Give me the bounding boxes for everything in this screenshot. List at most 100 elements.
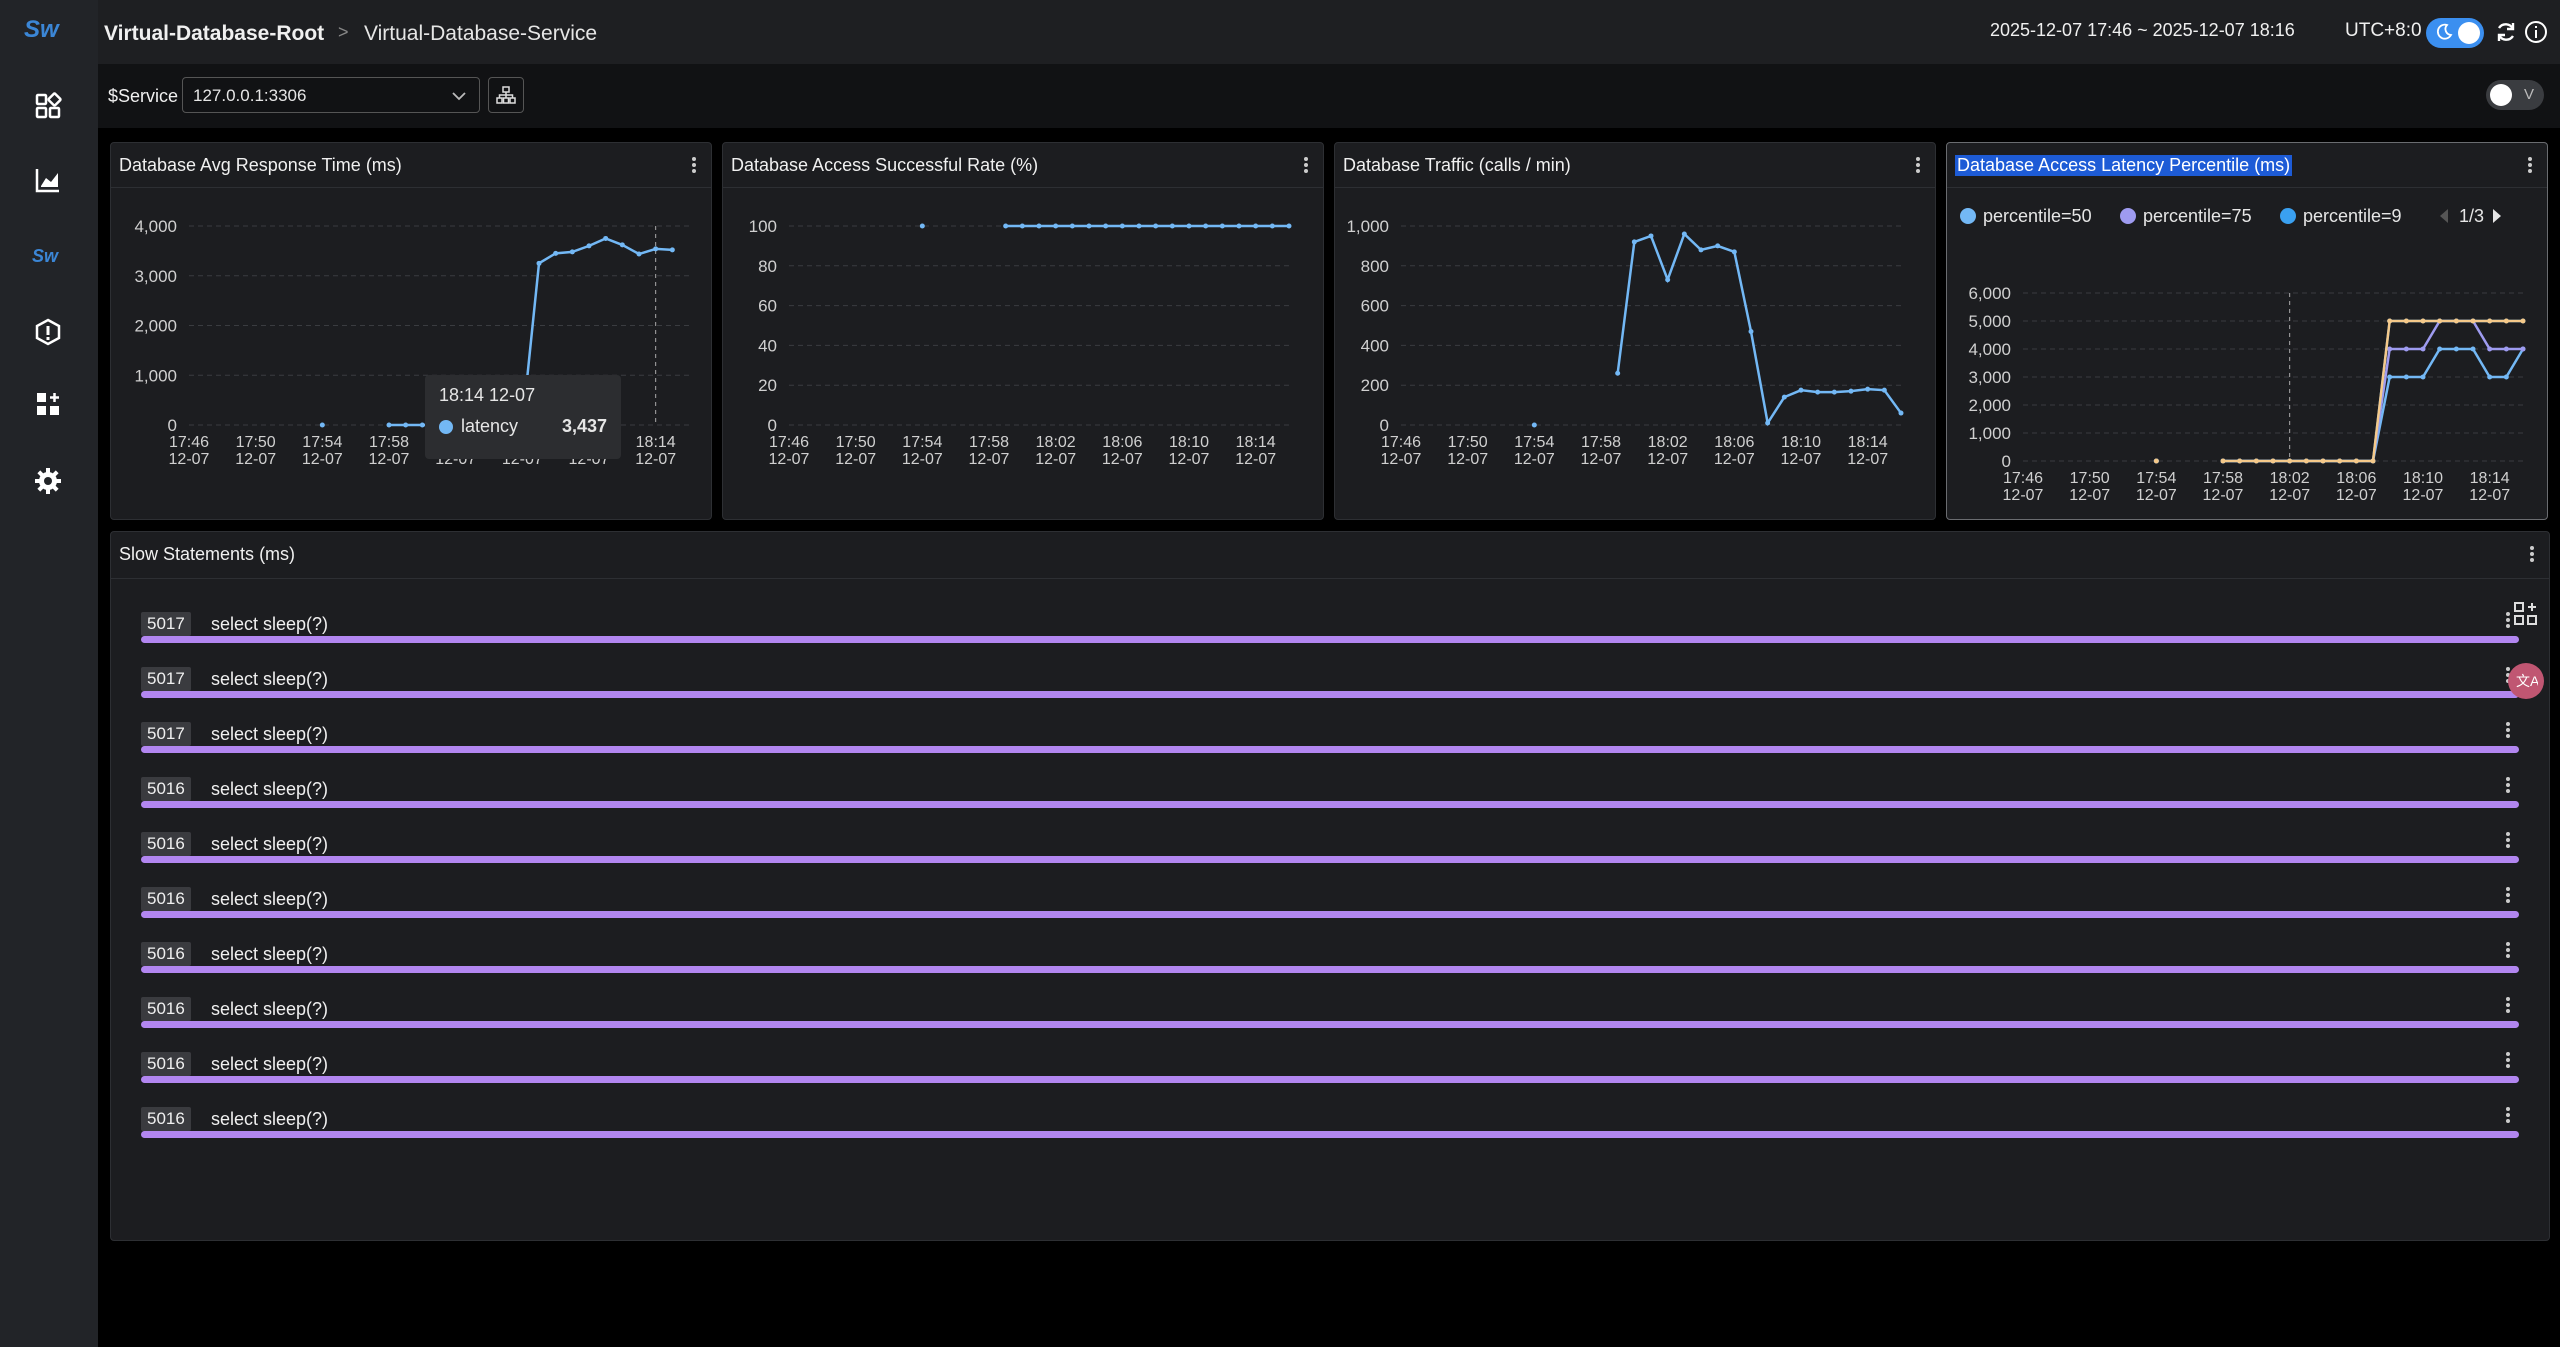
data-point — [1036, 223, 1042, 229]
more-icon[interactable] — [2505, 885, 2511, 907]
x-tick-label: 12-07 — [2203, 487, 2244, 504]
y-tick-label: 400 — [1361, 336, 1389, 355]
data-point — [2520, 318, 2526, 324]
dashboard-icon[interactable] — [30, 88, 66, 124]
panel-title: Database Traffic (calls / min) — [1343, 155, 1571, 175]
next-page-icon[interactable] — [2493, 209, 2501, 223]
more-icon[interactable] — [2525, 155, 2535, 179]
slow-statement-row[interactable]: 5016 select sleep(?) — [141, 767, 2519, 822]
data-point — [2470, 318, 2476, 324]
widget-panel-icon[interactable] — [2508, 596, 2544, 632]
slow-statement-text: select sleep(?) — [211, 999, 329, 1019]
x-tick-label: 12-07 — [969, 451, 1010, 468]
x-tick-label: 12-07 — [1169, 451, 1210, 468]
legend-label[interactable]: percentile=50 — [1983, 206, 2092, 226]
timezone-label[interactable]: UTC+8:0 — [2345, 20, 2422, 41]
slow-statement-bar — [141, 636, 2519, 643]
chart-legend[interactable]: percentile=50 percentile=75 percentile=9 1/… — [1955, 201, 2545, 231]
legend-label[interactable]: percentile=9 — [2303, 206, 2402, 226]
y-tick-label: 0 — [1380, 416, 1389, 435]
theme-toggle[interactable] — [2426, 18, 2484, 48]
more-icon[interactable] — [689, 155, 699, 179]
y-tick-label: 60 — [758, 297, 777, 316]
data-point — [403, 422, 409, 428]
more-icon[interactable] — [2505, 1105, 2511, 1127]
more-icon[interactable] — [2505, 830, 2511, 852]
data-point — [1053, 223, 1059, 229]
slow-statement-row[interactable]: 5017 select sleep(?) — [141, 657, 2519, 712]
skywalking-logo[interactable]: Sw — [24, 16, 59, 43]
y-tick-label: 80 — [758, 257, 777, 276]
slow-statement-value: 5017 — [141, 612, 191, 636]
service-label: $Service — [108, 86, 179, 106]
info-icon[interactable] — [2522, 18, 2550, 46]
time-range-picker[interactable]: 2025-12-07 17:46 ~ 2025-12-07 18:16 — [1990, 20, 2295, 40]
more-icon[interactable] — [2505, 995, 2511, 1017]
service-select[interactable]: 127.0.0.1:3306 — [182, 77, 480, 113]
more-icon[interactable] — [1913, 155, 1923, 179]
skywalking-icon[interactable]: Sw — [30, 238, 66, 274]
slow-statement-row[interactable]: 5016 select sleep(?) — [141, 1042, 2519, 1097]
more-icon[interactable] — [2505, 610, 2511, 632]
x-tick-label: 12-07 — [1447, 451, 1488, 468]
x-tick-label: 12-07 — [2336, 487, 2377, 504]
chart-icon[interactable] — [30, 162, 66, 198]
slow-statement-row[interactable]: 5016 select sleep(?) — [141, 877, 2519, 932]
data-point — [1765, 420, 1771, 426]
data-point — [2503, 346, 2509, 352]
y-tick-label: 2,000 — [134, 317, 177, 336]
data-point — [2370, 458, 2376, 464]
data-point — [2487, 318, 2493, 324]
data-point — [1236, 223, 1242, 229]
topology-button[interactable] — [488, 77, 524, 113]
slow-statement-row[interactable]: 5016 select sleep(?) — [141, 1097, 2519, 1152]
more-icon[interactable] — [2505, 1050, 2511, 1072]
x-tick-label: 12-07 — [902, 451, 943, 468]
slow-statement-row[interactable]: 5016 select sleep(?) — [141, 987, 2519, 1042]
slow-statement-row[interactable]: 5016 select sleep(?) — [141, 932, 2519, 987]
slow-statement-row[interactable]: 5017 select sleep(?) — [141, 712, 2519, 767]
chart-success-rate: 02040608010017:4612-0717:5012-0717:5412-… — [749, 217, 1293, 468]
data-point — [653, 246, 659, 252]
x-tick-label: 12-07 — [302, 451, 343, 468]
x-tick-label: 17:46 — [169, 434, 209, 451]
more-icon[interactable] — [2505, 720, 2511, 742]
more-icon[interactable] — [1301, 155, 1311, 179]
x-tick-label: 17:58 — [1581, 434, 1621, 451]
slow-statement-text: select sleep(?) — [211, 1109, 329, 1129]
slow-statement-bar — [141, 691, 2519, 698]
data-point — [2153, 458, 2159, 464]
data-point — [2353, 458, 2359, 464]
alert-icon[interactable] — [30, 314, 66, 350]
topology-icon — [496, 86, 516, 104]
add-widget-icon[interactable] — [30, 386, 66, 422]
more-icon[interactable] — [2527, 544, 2537, 568]
chevron-down-icon — [452, 92, 466, 101]
more-icon[interactable] — [2505, 940, 2511, 962]
v-toggle[interactable]: V — [2486, 80, 2544, 110]
x-tick-label: 12-07 — [769, 451, 810, 468]
data-point — [2503, 318, 2509, 324]
legend-label[interactable]: percentile=75 — [2143, 206, 2252, 226]
data-point — [603, 235, 609, 241]
prev-page-icon[interactable] — [2440, 209, 2448, 223]
breadcrumb-root[interactable]: Virtual-Database-Root — [104, 22, 325, 45]
data-point — [2270, 458, 2276, 464]
x-tick-label: 18:06 — [1102, 434, 1142, 451]
refresh-icon[interactable] — [2492, 18, 2520, 46]
data-point — [636, 251, 642, 257]
data-point — [2237, 458, 2243, 464]
chart-tooltip: 18:14 12-07 latency 3,437 — [425, 375, 621, 459]
data-point — [2320, 458, 2326, 464]
gear-icon[interactable] — [30, 463, 66, 499]
data-point — [1186, 223, 1192, 229]
translate-icon[interactable]: 文A — [2508, 663, 2544, 699]
y-tick-label: 800 — [1361, 257, 1389, 276]
data-point — [2453, 318, 2459, 324]
x-tick-label: 17:46 — [1381, 434, 1421, 451]
x-tick-label: 12-07 — [1514, 451, 1555, 468]
slow-statement-row[interactable]: 5017 select sleep(?) — [141, 602, 2519, 657]
more-icon[interactable] — [2505, 775, 2511, 797]
series-line — [1616, 231, 1903, 427]
slow-statement-row[interactable]: 5016 select sleep(?) — [141, 822, 2519, 877]
